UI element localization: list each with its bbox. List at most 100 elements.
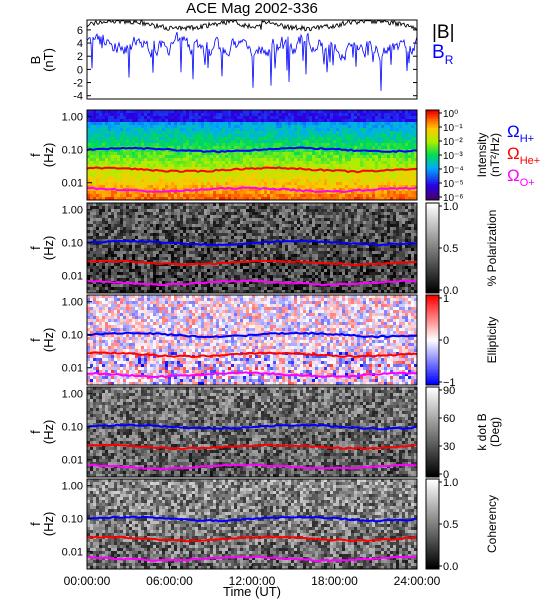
ellipticity-panel-image (87, 295, 418, 386)
colorbar-tick-label: 10⁻¹ (443, 123, 463, 134)
k-dot-b-panel-image (87, 387, 418, 478)
overlay-heplus-line (86, 166, 418, 174)
colorbar-tick-label: 1.0 (443, 201, 458, 213)
time-tick-label: 12:00:00 (229, 574, 276, 588)
b-ytick-label: -4 (73, 91, 83, 103)
colorbar-tick-label: 0.5 (443, 519, 458, 531)
overlay-heplus-line (86, 443, 417, 451)
b-r-line (86, 31, 418, 91)
colorbar-tick-label: 10⁻² (443, 137, 463, 148)
colorbar-frame (425, 386, 440, 478)
colorbar-tick-label: 10⁰ (443, 109, 458, 120)
overlay-heplus-line (86, 535, 418, 543)
colorbar-tick-label: 0.0 (443, 285, 458, 297)
polarization-panel-colorbar-label: % Polarization (485, 210, 499, 287)
colorbar-tick-label: 30 (443, 441, 455, 453)
f-ytick-label: 0.01 (62, 547, 83, 559)
colorbar-tick-label: 10⁻⁴ (443, 165, 464, 176)
k-dot-b-panel-ylabel: f (28, 430, 43, 434)
ellipticity-panel-ylabel: f (28, 338, 43, 342)
legend-omega-oplus: ΩO+ (507, 166, 535, 189)
coherency-panel: 1.00 0.10 0.01 f(Hz) 1.0 0.5 0.0 Coherency (28, 477, 499, 573)
colorbar-tick-label: 0.0 (443, 561, 458, 573)
colorbar-tick-label: 0 (443, 335, 449, 347)
overlay-oplus-line (87, 555, 418, 563)
time-tick-label: 00:00:00 (64, 574, 111, 588)
colorbar-tick-label: 0.5 (443, 243, 458, 255)
intensity-panel-colorbar-unit: (nT²/Hz) (488, 133, 502, 177)
time-axis-label: Time (UT) (223, 584, 281, 599)
time-tick-label: 24:00:00 (394, 574, 441, 588)
colorbar-tick-label: −1 (443, 377, 456, 389)
overlay-hplus-line (86, 239, 417, 247)
overlay-oplus-line (86, 371, 418, 379)
legend-omega-hplus: ΩH+ (507, 122, 534, 145)
time-tick-label: 18:00:00 (311, 574, 358, 588)
k-dot-b-panel-yunit: (Hz) (41, 420, 56, 445)
intensity-panel-frame (86, 109, 418, 201)
polarization-panel-frame (86, 202, 418, 294)
polarization-panel-ylabel: f (28, 246, 43, 250)
polarization-panel-yunit: (Hz) (41, 236, 56, 261)
b-field-yunit: (nT) (41, 48, 56, 72)
ellipticity-panel-frame (86, 294, 418, 386)
k-dot-b-panel-frame (86, 386, 418, 478)
overlay-oplus-line (86, 463, 418, 471)
legend-b-r-sub: R (445, 53, 454, 67)
b-ytick-label: 0 (77, 64, 83, 76)
polarization-panel: 1.00 0.10 0.01 f(Hz) 1.0 0.5 0.0 % Polarization (28, 201, 499, 297)
k-dot-b-panel-colorbar-label: k dot B (475, 413, 489, 450)
overlay-heplus-line (86, 351, 418, 359)
colorbar-tick-label: 1.0 (443, 477, 458, 489)
legend-omega-heplus: ΩHe+ (507, 144, 540, 167)
f-ytick-label: 1.00 (62, 297, 83, 309)
b-field-panel-frame (86, 19, 418, 100)
colorbar-tick-label: 90 (443, 385, 455, 397)
coherency-panel-yunit: (Hz) (41, 512, 56, 537)
ellipticity-panel-yunit: (Hz) (41, 328, 56, 353)
colorbar-tick-label: 1 (443, 293, 449, 305)
f-ytick-label: 1.00 (62, 205, 83, 217)
overlay-oplus-line (87, 186, 418, 194)
f-ytick-label: 0.01 (62, 178, 83, 190)
colorbar-tick-label: 60 (443, 413, 455, 425)
intensity-panel-image (87, 110, 418, 201)
f-ytick-label: 0.10 (62, 145, 83, 157)
f-ytick-label: 0.10 (62, 330, 83, 342)
overlay-heplus-line (86, 259, 418, 267)
polarization-panel-colorbar: 1.0 0.5 0.0 % Polarization (425, 201, 499, 297)
colorbar-tick-label: 0 (443, 469, 449, 481)
intensity-panel-ylabel: f (28, 153, 43, 157)
f-ytick-label: 1.00 (62, 481, 83, 493)
overlay-hplus-line (86, 423, 418, 431)
spectrogram-panels: 1.000.100.01f(Hz)10⁰10⁻¹10⁻²10⁻³10⁻⁴10⁻⁵… (28, 109, 502, 573)
coherency-panel-colorbar: 1.0 0.5 0.0 Coherency (425, 477, 499, 573)
polarization-panel-image (87, 203, 418, 294)
colorbar-tick-label: 10⁻⁵ (443, 179, 464, 190)
overlay-oplus-line (86, 279, 417, 287)
intensity-panel-colorbar: 10⁰ 10⁻¹ 10⁻² 10⁻³ 10⁻⁴ 10⁻⁵ 10⁻⁶ Intensity (nT²… (425, 109, 502, 204)
b-field-ylabel: B (28, 56, 43, 65)
legend-b-r: BR (432, 42, 454, 67)
coherency-panel-colorbar-label: Coherency (485, 495, 499, 553)
legend-b-r-main: B (432, 42, 445, 63)
overlay-hplus-line (86, 331, 418, 339)
b-ytick-label: 4 (77, 38, 83, 50)
coherency-panel-ylabel: f (28, 522, 43, 526)
f-ytick-label: 0.01 (62, 363, 83, 375)
colorbar-tick-label: 10⁻⁶ (443, 193, 464, 204)
time-tick-label: 06:00:00 (146, 574, 193, 588)
f-ytick-label: 0.10 (62, 238, 83, 250)
b-field-traces (86, 19, 418, 91)
f-ytick-label: 0.10 (62, 422, 83, 434)
f-ytick-label: 0.01 (62, 455, 83, 467)
b-ytick-label: 2 (77, 51, 83, 63)
legend-total-b: |B| (432, 22, 455, 43)
k-dot-b-panel-colorbar-unit: (Deg) (488, 417, 502, 447)
time-axis: 00:00:00 06:00:00 12:00:00 18:00:00 24:00:00 (64, 564, 441, 588)
f-ytick-label: 0.01 (62, 271, 83, 283)
colorbar-tick-label: 10⁻³ (443, 151, 463, 162)
f-ytick-label: 1.00 (62, 112, 83, 124)
